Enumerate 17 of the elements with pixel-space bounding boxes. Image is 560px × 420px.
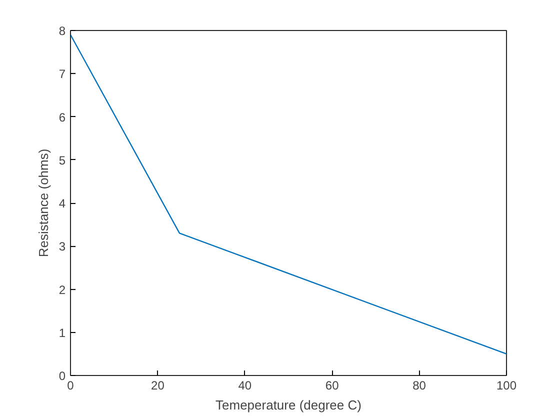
y-tick-label: 3 — [58, 240, 66, 254]
y-tick-label: 0 — [58, 369, 66, 383]
x-tick-label: 20 — [151, 378, 165, 392]
y-tick-label: 5 — [58, 153, 66, 168]
y-tick-label: 1 — [58, 326, 66, 340]
x-axis-title: Temeperature (degree C) — [216, 398, 362, 412]
y-tick-label: 6 — [58, 110, 66, 124]
x-tick-label: 40 — [238, 378, 252, 392]
x-tick-label: 80 — [412, 378, 426, 392]
y-axis-title: Resistance (ohms) — [36, 148, 51, 258]
y-tick-label: 8 — [58, 24, 66, 38]
x-tick-label: 0 — [67, 378, 74, 392]
y-tick-label: 7 — [58, 67, 66, 82]
x-tick-label: 60 — [325, 378, 340, 392]
y-tick-label: 4 — [58, 196, 66, 210]
y-tick-label: 2 — [58, 282, 66, 297]
x-tick-label: 100 — [496, 378, 517, 392]
